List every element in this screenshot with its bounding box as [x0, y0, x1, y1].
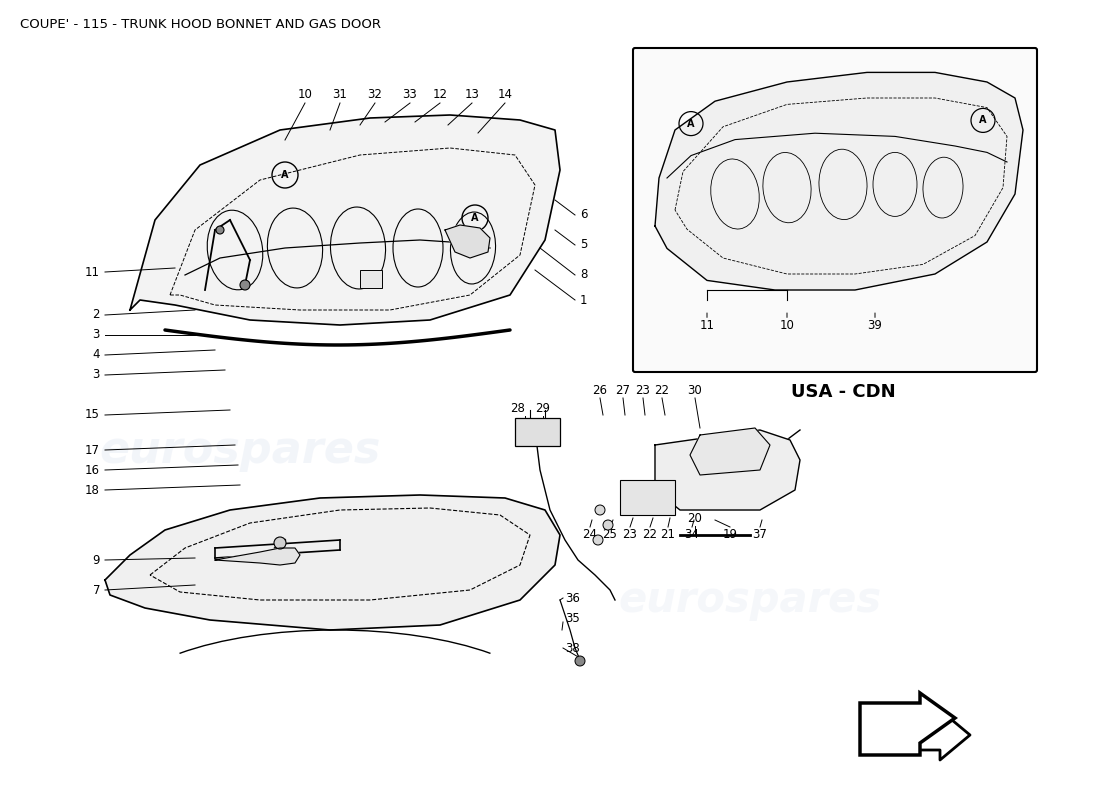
Text: eurospares: eurospares — [99, 429, 381, 471]
Text: 14: 14 — [497, 89, 513, 102]
Text: USA - CDN: USA - CDN — [791, 383, 895, 401]
Text: 23: 23 — [636, 383, 650, 397]
Text: 3: 3 — [92, 329, 100, 342]
Text: 11: 11 — [85, 266, 100, 278]
Text: 35: 35 — [565, 611, 580, 625]
Text: 28: 28 — [510, 402, 526, 414]
Circle shape — [274, 537, 286, 549]
Text: 27: 27 — [616, 383, 630, 397]
Text: 23: 23 — [623, 529, 637, 542]
Text: eurospares: eurospares — [279, 509, 561, 551]
Text: 4: 4 — [92, 349, 100, 362]
Text: 13: 13 — [464, 89, 480, 102]
Text: 17: 17 — [85, 443, 100, 457]
Circle shape — [216, 226, 224, 234]
Text: 34: 34 — [684, 529, 700, 542]
Text: 3: 3 — [92, 369, 100, 382]
Bar — [360, 270, 382, 288]
Text: A: A — [688, 118, 695, 129]
Text: A: A — [979, 115, 987, 126]
Text: 16: 16 — [85, 463, 100, 477]
Text: 39: 39 — [868, 318, 882, 332]
Circle shape — [240, 280, 250, 290]
Text: 37: 37 — [752, 529, 768, 542]
Text: 31: 31 — [332, 89, 348, 102]
Text: 5: 5 — [580, 238, 587, 251]
Polygon shape — [690, 428, 770, 475]
Text: eurospares: eurospares — [618, 579, 881, 621]
Circle shape — [603, 520, 613, 530]
Text: 25: 25 — [603, 529, 617, 542]
Text: 10: 10 — [298, 89, 312, 102]
Text: 1: 1 — [580, 294, 587, 306]
Text: A: A — [282, 170, 288, 180]
Text: 22: 22 — [654, 383, 670, 397]
Text: 12: 12 — [432, 89, 448, 102]
Polygon shape — [654, 430, 800, 510]
Circle shape — [575, 656, 585, 666]
Polygon shape — [446, 225, 490, 258]
Text: 30: 30 — [688, 383, 703, 397]
Text: A: A — [471, 213, 478, 223]
Text: 11: 11 — [700, 318, 715, 332]
Text: 2: 2 — [92, 309, 100, 322]
Polygon shape — [860, 693, 955, 755]
FancyBboxPatch shape — [632, 48, 1037, 372]
Text: COUPE' - 115 - TRUNK HOOD BONNET AND GAS DOOR: COUPE' - 115 - TRUNK HOOD BONNET AND GAS… — [20, 18, 381, 31]
Bar — [620, 480, 675, 515]
Bar — [515, 418, 560, 446]
Text: 10: 10 — [780, 318, 794, 332]
Text: 26: 26 — [593, 383, 607, 397]
Text: 6: 6 — [580, 209, 587, 222]
Polygon shape — [214, 548, 300, 565]
Polygon shape — [870, 710, 970, 760]
Text: 19: 19 — [723, 529, 737, 542]
Text: 24: 24 — [583, 529, 597, 542]
Text: 22: 22 — [642, 529, 658, 542]
Text: 36: 36 — [565, 591, 580, 605]
Polygon shape — [104, 495, 560, 630]
Text: 9: 9 — [92, 554, 100, 566]
Circle shape — [593, 535, 603, 545]
Polygon shape — [130, 115, 560, 325]
Text: 33: 33 — [403, 89, 417, 102]
Text: 38: 38 — [565, 642, 580, 654]
Text: 15: 15 — [85, 409, 100, 422]
Circle shape — [595, 505, 605, 515]
Text: 32: 32 — [367, 89, 383, 102]
Text: 21: 21 — [660, 529, 675, 542]
Text: 18: 18 — [85, 483, 100, 497]
Text: 8: 8 — [580, 269, 587, 282]
Text: 29: 29 — [536, 402, 550, 414]
Text: 7: 7 — [92, 583, 100, 597]
Text: 20: 20 — [688, 511, 703, 525]
Polygon shape — [654, 72, 1023, 290]
